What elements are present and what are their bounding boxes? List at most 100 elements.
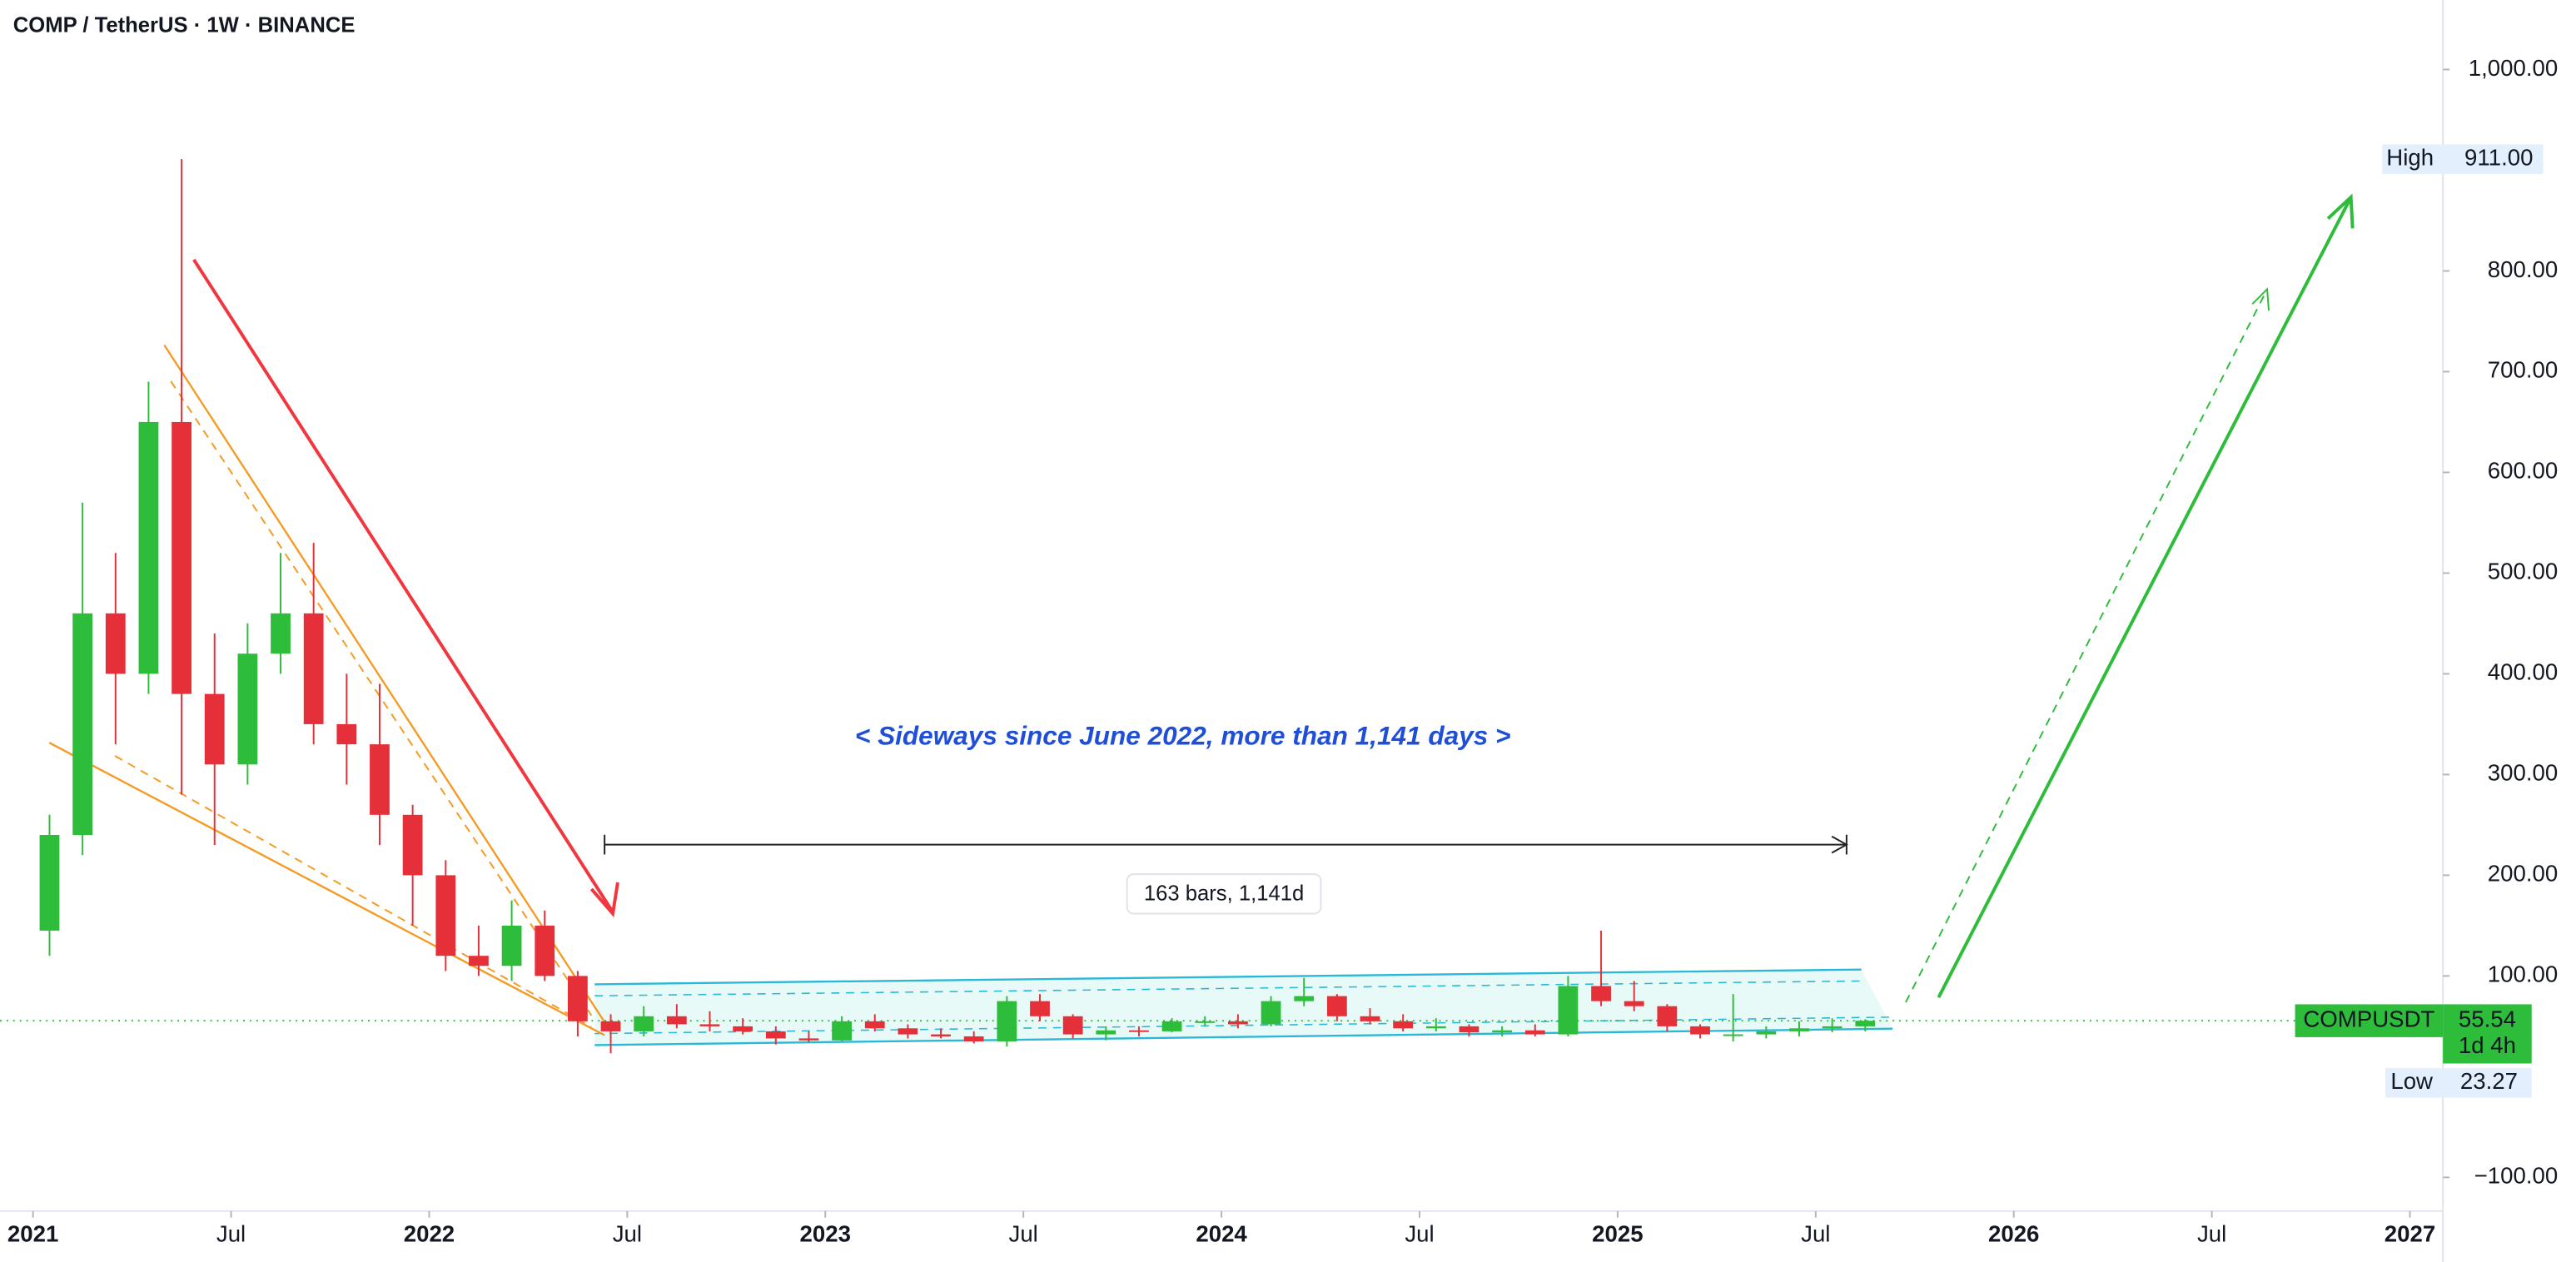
x-tick-label: Jul	[1405, 1221, 1434, 1247]
x-tick-label: Jul	[1801, 1221, 1830, 1247]
candle-body	[699, 1024, 720, 1026]
low-label-bg	[2385, 1067, 2532, 1098]
y-tick-label: −100.00	[2474, 1163, 2559, 1189]
projection-arrow-head	[2326, 193, 2355, 229]
candle-body	[1657, 1006, 1678, 1026]
candle-body	[1030, 1001, 1050, 1016]
candle-body	[931, 1034, 951, 1036]
candle-body	[1855, 1021, 1876, 1026]
down-arrow	[192, 258, 614, 913]
candle-body	[1459, 1026, 1479, 1033]
projection-dashed-head	[2251, 287, 2270, 311]
candle-body	[997, 1001, 1017, 1042]
sideways-note: < Sideways since June 2022, more than 1,…	[855, 721, 1511, 751]
y-tick-label: 800.00	[2488, 256, 2558, 282]
candle-body	[864, 1021, 885, 1029]
x-tick-label: 2025	[1592, 1221, 1643, 1247]
high-label-bg	[2382, 144, 2544, 174]
candle-body	[1360, 1016, 1380, 1021]
candle-body	[237, 653, 258, 765]
candle-body	[370, 744, 390, 815]
candle-body	[1425, 1026, 1446, 1029]
countdown: 1d 4h	[2459, 1032, 2516, 1058]
channel-top	[594, 968, 1862, 986]
candle-body	[1690, 1026, 1710, 1035]
candle-body	[1789, 1028, 1809, 1031]
symbol-label-bg	[2295, 1004, 2444, 1037]
channel-bottom	[594, 1027, 1893, 1046]
candle-body	[204, 693, 225, 765]
candle-body	[733, 1026, 753, 1031]
x-tick-label: 2022	[404, 1221, 455, 1247]
wedge-line	[163, 344, 606, 1023]
x-tick-label: 2023	[800, 1221, 851, 1247]
measure-arrow	[1831, 835, 1848, 854]
candle-body	[567, 976, 588, 1021]
high-label: High	[2386, 144, 2434, 170]
y-tick-label: 200.00	[2488, 861, 2558, 887]
measure-box	[1126, 873, 1322, 915]
candle-body	[1096, 1030, 1116, 1035]
candle-body	[172, 421, 191, 694]
last-price-bg	[2443, 1004, 2532, 1064]
candle-body	[1326, 996, 1347, 1016]
candle-body	[1558, 986, 1579, 1035]
symbol-label: COMPUSDT	[2303, 1006, 2434, 1031]
y-tick-label: 1,000.00	[2469, 55, 2559, 81]
candle-body	[1129, 1030, 1149, 1032]
candle-body	[1492, 1030, 1513, 1033]
candle-body	[666, 1016, 687, 1025]
candle-body	[138, 421, 159, 674]
low-value: 23.27	[2460, 1068, 2518, 1094]
candle-body	[303, 613, 324, 724]
candle-body	[105, 613, 126, 674]
measure-label: 163 bars, 1,141d	[1144, 882, 1304, 906]
y-tick-label: 700.00	[2488, 357, 2558, 383]
candle-body	[963, 1036, 984, 1042]
candle-body	[1624, 1001, 1644, 1006]
candle-body	[1062, 1016, 1083, 1035]
y-tick-label: 400.00	[2488, 659, 2558, 685]
candle-body	[1723, 1034, 1743, 1036]
candle-body	[1756, 1031, 1777, 1035]
x-tick-label: Jul	[216, 1221, 246, 1247]
candle-body	[469, 956, 489, 966]
candle-body	[765, 1031, 786, 1039]
wedge-line	[114, 755, 592, 1028]
x-tick-label: 2026	[1988, 1221, 2039, 1247]
candle-body	[1822, 1026, 1842, 1029]
candle-body	[402, 814, 423, 876]
candle-body	[634, 1016, 654, 1031]
down-arrow-head	[589, 882, 619, 918]
candle-body	[1228, 1021, 1248, 1025]
candle-body	[1591, 986, 1611, 1001]
candle-body	[271, 613, 291, 654]
candle-body	[535, 925, 555, 976]
candle-body	[1294, 996, 1315, 1001]
candle-body	[336, 723, 357, 745]
y-tick-label: 600.00	[2488, 458, 2558, 484]
last-price-label: 55.54	[2459, 1006, 2516, 1031]
high-value: 911.00	[2464, 144, 2533, 170]
y-tick-label: 100.00	[2488, 961, 2558, 987]
candle-body	[435, 875, 456, 956]
wedge-line	[48, 742, 605, 1036]
y-tick-label: 500.00	[2488, 559, 2558, 584]
candle-body	[898, 1028, 918, 1035]
candle-body	[600, 1021, 621, 1031]
projection-arrow	[1937, 199, 2351, 999]
low-label: Low	[2390, 1068, 2434, 1094]
candle-body	[1195, 1021, 1216, 1023]
candle-body	[1161, 1021, 1182, 1031]
candle-body	[39, 835, 60, 931]
x-tick-label: 2027	[2385, 1221, 2435, 1247]
candle-body	[832, 1021, 852, 1041]
channel-inner	[594, 980, 1862, 997]
x-tick-label: Jul	[2197, 1221, 2226, 1247]
x-tick-label: Jul	[613, 1221, 642, 1247]
candle-body	[1261, 1001, 1281, 1025]
candle-body	[1393, 1021, 1414, 1029]
x-tick-label: Jul	[1009, 1221, 1038, 1247]
